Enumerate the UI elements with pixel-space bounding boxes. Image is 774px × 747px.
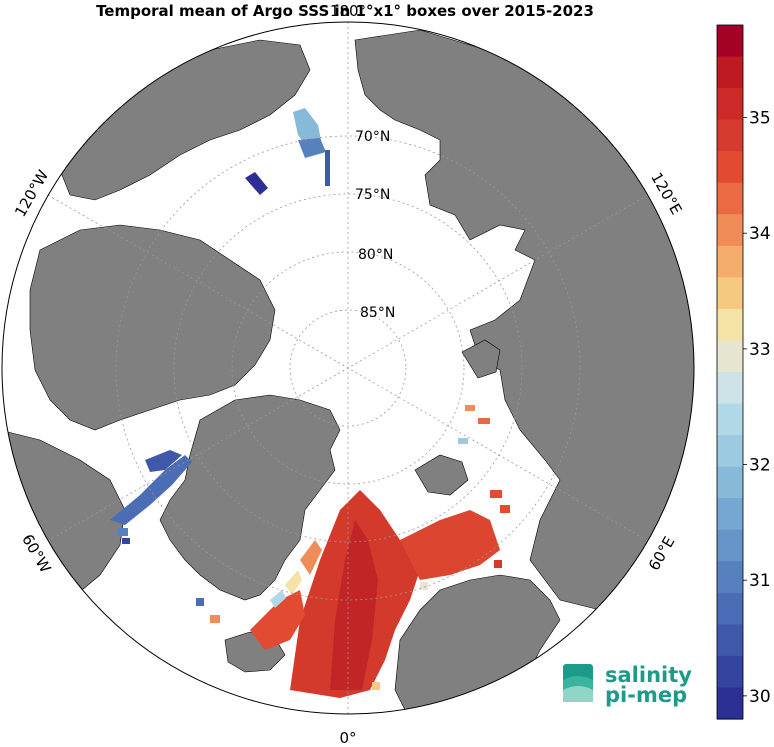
colorbar — [717, 25, 743, 720]
land-alaska — [59, 39, 311, 201]
colorbar-segment — [717, 56, 743, 89]
colorbar-ticks: 35 34 33 32 31 30 — [743, 109, 771, 707]
colorbar-tick-label: 31 — [749, 571, 771, 591]
colorbar-segment — [717, 372, 743, 405]
land-severnaya — [461, 339, 501, 379]
colorbar-segment — [717, 624, 743, 657]
logo-line-1: salinity — [605, 663, 692, 687]
colorbar-segment — [717, 466, 743, 499]
colorbar-segment — [717, 182, 743, 215]
lon-label-bottom: 0° — [339, 729, 356, 747]
salinity-pi-mep-logo: salinity pi-mep — [563, 663, 692, 707]
colorbar-segment — [717, 214, 743, 247]
colorbar-segment — [717, 25, 743, 58]
lon-label-lower-right: 60°E — [645, 533, 679, 573]
colorbar-segment — [717, 592, 743, 625]
colorbar-segment — [717, 119, 743, 152]
sss-chukchi-cells — [245, 108, 330, 195]
logo-wave-icon — [563, 664, 593, 702]
colorbar-segment — [717, 655, 743, 689]
colorbar-frame — [716, 24, 744, 720]
colorbar-segment — [717, 498, 743, 531]
land-canada-archipelago — [29, 224, 276, 431]
colorbar-segment — [717, 529, 743, 562]
map-title: Temporal mean of Argo SSS in 1°x1° boxes… — [96, 2, 594, 20]
colorbar-tick-label: 33 — [749, 340, 771, 360]
map-boundary — [1, 21, 695, 715]
colorbar-segment — [717, 403, 743, 436]
lat-label-85: 85°N — [360, 305, 395, 321]
colorbar-segment — [717, 340, 743, 373]
lat-label-80: 80°N — [358, 247, 393, 263]
lon-label-top: 180° — [330, 2, 366, 20]
colorbar-segment — [717, 151, 743, 184]
lat-label-75: 75°N — [355, 187, 390, 203]
colorbar-segment — [717, 277, 743, 310]
colorbar-segment — [717, 435, 743, 468]
colorbar-segment — [717, 561, 743, 594]
land-greenland — [159, 394, 341, 601]
sss-data-cells — [196, 405, 510, 698]
land-svalbard — [414, 454, 469, 496]
colorbar-segment — [717, 245, 743, 278]
colorbar-segment — [717, 687, 743, 720]
colorbar-tick-label: 32 — [749, 456, 771, 476]
lat-label-70: 70°N — [355, 129, 390, 145]
colorbar-tick-label: 35 — [749, 109, 771, 129]
colorbar-tick-label: 30 — [749, 687, 771, 707]
logo-line-2: pi-mep — [605, 683, 687, 707]
colorbar-segment — [717, 308, 743, 342]
graticule — [47, 22, 649, 714]
colorbar-tick-label: 34 — [749, 224, 771, 244]
colorbar-segment — [717, 88, 743, 121]
land-scandinavia — [394, 574, 561, 714]
sss-baffin-cells — [110, 450, 192, 544]
